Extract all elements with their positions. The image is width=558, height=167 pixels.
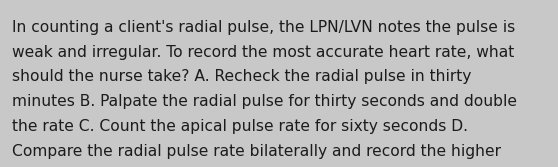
- Text: In counting a client's radial pulse, the LPN/LVN notes the pulse is: In counting a client's radial pulse, the…: [12, 20, 516, 35]
- Text: minutes B. Palpate the radial pulse for thirty seconds and double: minutes B. Palpate the radial pulse for …: [12, 94, 517, 109]
- Text: Compare the radial pulse rate bilaterally and record the higher: Compare the radial pulse rate bilaterall…: [12, 144, 501, 159]
- Text: weak and irregular. To record the most accurate heart rate, what: weak and irregular. To record the most a…: [12, 45, 514, 60]
- Text: should the nurse take? A. Recheck the radial pulse in thirty: should the nurse take? A. Recheck the ra…: [12, 69, 472, 85]
- Text: the rate C. Count the apical pulse rate for sixty seconds D.: the rate C. Count the apical pulse rate …: [12, 119, 468, 134]
